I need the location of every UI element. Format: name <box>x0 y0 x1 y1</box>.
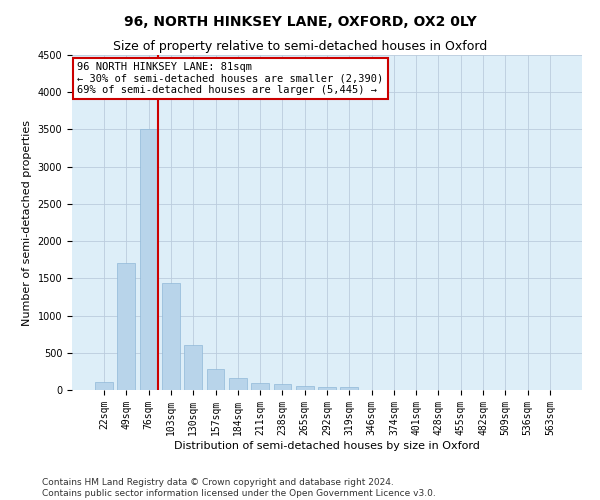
Bar <box>206 369 224 390</box>
Bar <box>296 386 314 390</box>
Bar <box>118 264 136 390</box>
Y-axis label: Number of semi-detached properties: Number of semi-detached properties <box>22 120 32 326</box>
Bar <box>95 382 113 390</box>
Bar <box>340 388 358 390</box>
Text: 96 NORTH HINKSEY LANE: 81sqm
← 30% of semi-detached houses are smaller (2,390)
6: 96 NORTH HINKSEY LANE: 81sqm ← 30% of se… <box>77 62 383 95</box>
Bar <box>162 283 180 390</box>
Text: Size of property relative to semi-detached houses in Oxford: Size of property relative to semi-detach… <box>113 40 487 53</box>
Text: Contains HM Land Registry data © Crown copyright and database right 2024.
Contai: Contains HM Land Registry data © Crown c… <box>42 478 436 498</box>
X-axis label: Distribution of semi-detached houses by size in Oxford: Distribution of semi-detached houses by … <box>174 440 480 450</box>
Bar <box>184 344 202 390</box>
Text: 96, NORTH HINKSEY LANE, OXFORD, OX2 0LY: 96, NORTH HINKSEY LANE, OXFORD, OX2 0LY <box>124 15 476 29</box>
Bar <box>274 384 292 390</box>
Bar <box>251 382 269 390</box>
Bar <box>229 378 247 390</box>
Bar <box>318 386 336 390</box>
Bar <box>140 130 158 390</box>
